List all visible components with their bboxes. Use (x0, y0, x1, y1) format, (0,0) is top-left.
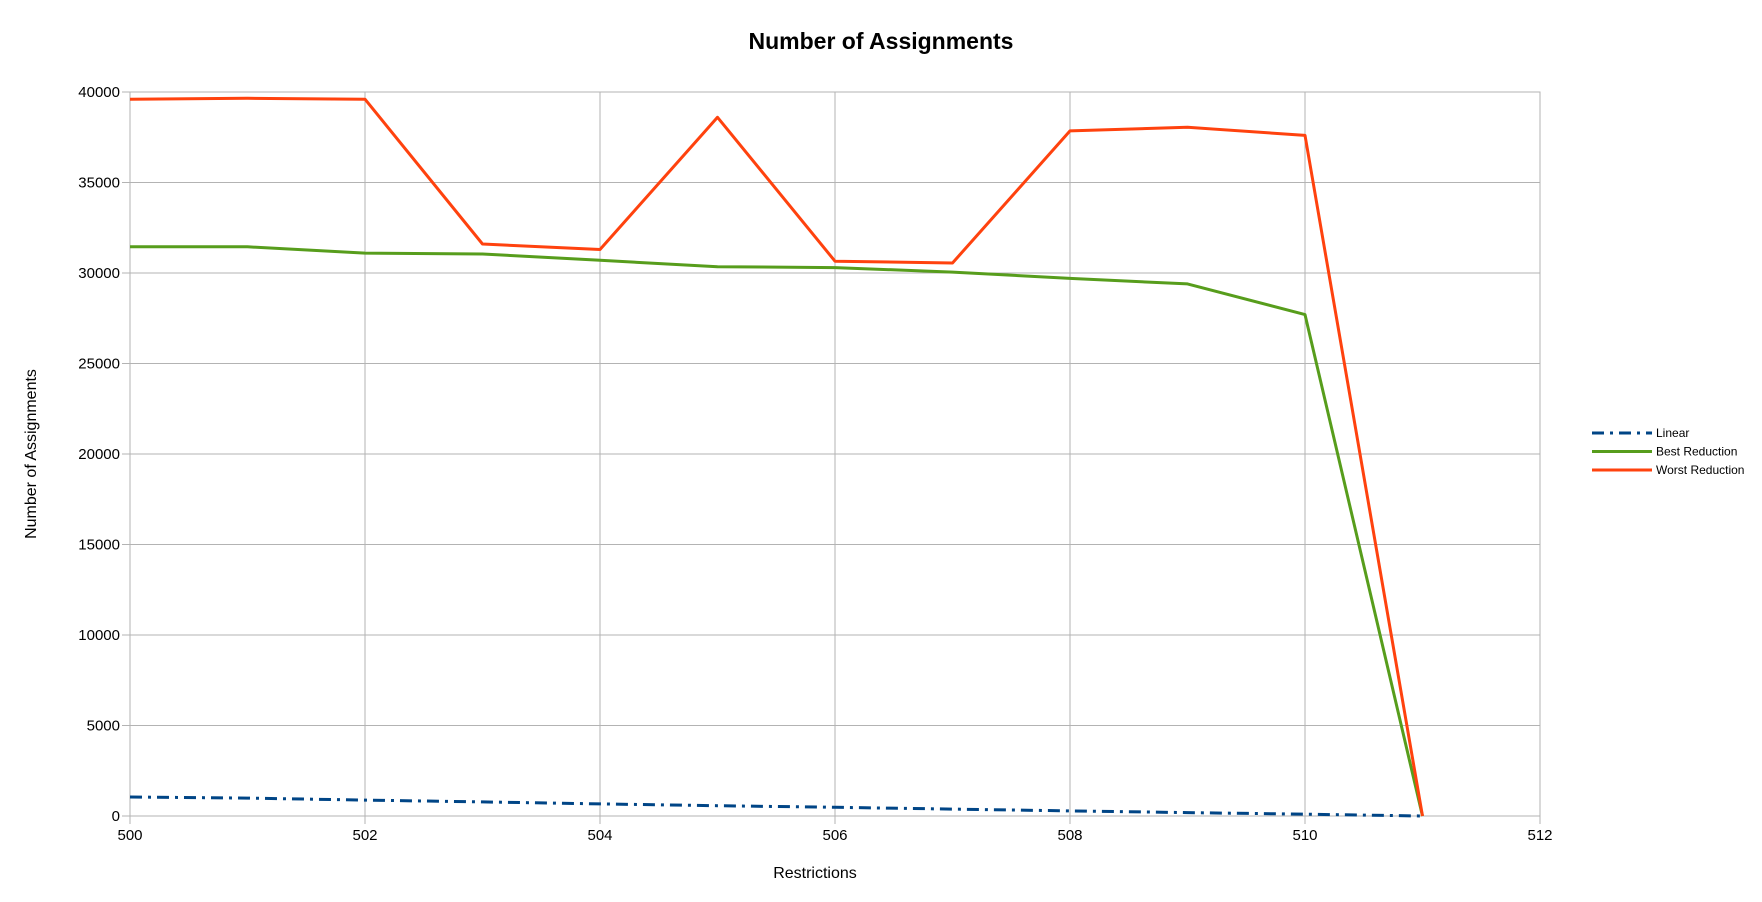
x-tick-label: 504 (587, 827, 612, 844)
chart-legend: Linear Best Reduction Worst Reduction (1592, 426, 1744, 477)
y-tick-label: 25000 (78, 356, 120, 373)
y-tick-label: 30000 (78, 265, 120, 282)
y-axis-tick-labels: 0 5000 10000 15000 20000 25000 30000 35000 40000 (78, 84, 130, 825)
x-tick-label: 500 (117, 827, 142, 844)
y-tick-label: 10000 (78, 627, 120, 644)
x-axis-title: Restrictions (773, 865, 857, 882)
y-axis-title: Number of Assignments (23, 369, 40, 539)
y-tick-label: 35000 (78, 175, 120, 192)
x-tick-label: 502 (352, 827, 377, 844)
series-line-worst-reduction (129, 96, 1424, 817)
series-lines (129, 96, 1424, 818)
x-tick-label: 512 (1527, 827, 1552, 844)
y-tick-label: 20000 (78, 446, 120, 463)
series-line-best-reduction (130, 245, 1424, 817)
y-tick-label: 5000 (87, 718, 120, 735)
y-tick-label: 15000 (78, 537, 120, 554)
x-axis-tick-labels: 500 502 504 506 508 510 512 (117, 816, 1553, 844)
chart-title: Number of Assignments (748, 28, 1014, 54)
legend-label: Worst Reduction (1656, 463, 1744, 477)
x-tick-label: 510 (1292, 827, 1317, 844)
legend-label: Best Reduction (1656, 445, 1737, 459)
y-tick-label: 0 (112, 808, 120, 825)
grid-lines (129, 91, 1541, 817)
x-tick-label: 508 (1057, 827, 1082, 844)
legend-label: Linear (1656, 426, 1689, 440)
y-tick-label: 40000 (78, 84, 120, 101)
series-line-linear (129, 795, 1423, 818)
x-tick-label: 506 (822, 827, 847, 844)
